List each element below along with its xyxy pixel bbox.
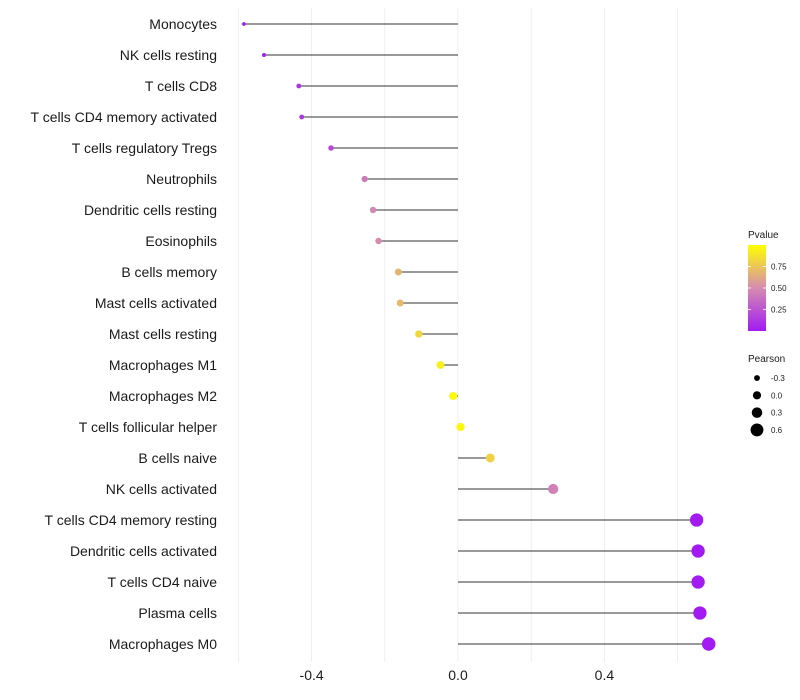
category-label: Macrophages M1 bbox=[109, 357, 217, 373]
category-label: Plasma cells bbox=[138, 605, 217, 621]
category-label: Mast cells activated bbox=[95, 295, 217, 311]
x-axis-ticks: -0.4 0.0 0.4 bbox=[300, 667, 615, 683]
pearson-key-label: 0.3 bbox=[771, 409, 783, 418]
x-tick-label: -0.4 bbox=[300, 667, 324, 683]
category-label: NK cells activated bbox=[106, 481, 217, 497]
category-label: Dendritic cells activated bbox=[70, 543, 217, 559]
lollipop-point bbox=[456, 422, 465, 432]
category-label: B cells naive bbox=[138, 450, 217, 466]
lollipop-point bbox=[261, 52, 267, 58]
grid-layer bbox=[237, 8, 678, 662]
pearson-key-label: 0.6 bbox=[771, 426, 783, 435]
pvalue-legend-title: Pvalue bbox=[748, 230, 779, 241]
pearson-key-dot bbox=[754, 375, 760, 381]
lollipop-point bbox=[394, 268, 402, 276]
pearson-key-dot bbox=[750, 423, 764, 437]
category-labels: Monocytes NK cells resting T cells CD8 T ce… bbox=[31, 16, 218, 652]
pvalue-tick-label: 0.75 bbox=[771, 263, 787, 272]
pearson-key-dot bbox=[752, 391, 762, 400]
x-tick-label: 0.0 bbox=[448, 667, 468, 683]
category-label: Neutrophils bbox=[146, 171, 217, 187]
pearson-key-dot bbox=[751, 407, 763, 418]
lollipop-point bbox=[396, 299, 404, 307]
lollipop-point bbox=[361, 175, 368, 183]
category-label: Eosinophils bbox=[145, 233, 217, 249]
pearson-key-label: 0.0 bbox=[771, 391, 783, 400]
lollipop-point bbox=[242, 22, 246, 26]
pvalue-tick-label: 0.25 bbox=[771, 306, 787, 315]
lollipop-point bbox=[296, 83, 302, 89]
category-label: NK cells resting bbox=[120, 47, 217, 63]
lollipop-point bbox=[328, 145, 334, 151]
category-label: T cells regulatory Tregs bbox=[72, 140, 217, 156]
pvalue-tick-label: 0.50 bbox=[771, 284, 787, 293]
category-label: Macrophages M2 bbox=[109, 388, 217, 404]
pearson-key-label: -0.3 bbox=[771, 374, 785, 383]
point-layer bbox=[242, 22, 716, 651]
pearson-legend: Pearson -0.3 0.0 0.3 0.6 bbox=[748, 354, 785, 437]
lollipop-point bbox=[691, 575, 705, 589]
lollipop-point bbox=[436, 361, 445, 369]
pvalue-legend-ticks: 0.75 0.50 0.25 bbox=[748, 263, 787, 315]
category-label: T cells CD8 bbox=[145, 78, 217, 94]
lollipop-point bbox=[548, 483, 559, 495]
category-label: B cells memory bbox=[121, 264, 217, 280]
lollipop-point bbox=[449, 391, 458, 401]
lollipop-point bbox=[693, 606, 707, 620]
lollipop-point bbox=[485, 453, 495, 463]
lollipop-point bbox=[375, 237, 382, 245]
x-tick-label: 0.4 bbox=[595, 667, 615, 683]
pvalue-legend: Pvalue 0.75 0.50 0.25 bbox=[748, 230, 787, 331]
lollipop-point bbox=[689, 513, 704, 527]
category-label: T cells follicular helper bbox=[79, 419, 218, 435]
lollipop-point bbox=[415, 330, 423, 338]
category-label: Monocytes bbox=[149, 16, 217, 32]
category-label: T cells CD4 memory resting bbox=[45, 512, 217, 528]
lollipop-point bbox=[701, 637, 716, 651]
category-label: T cells CD4 memory activated bbox=[31, 109, 217, 125]
category-label: T cells CD4 naive bbox=[108, 574, 218, 590]
pearson-legend-keys: -0.3 0.0 0.3 0.6 bbox=[750, 374, 785, 437]
lollipop-point bbox=[691, 544, 705, 558]
category-label: Macrophages M0 bbox=[109, 636, 217, 652]
pearson-legend-title: Pearson bbox=[748, 354, 785, 365]
pvalue-colorbar bbox=[748, 245, 766, 331]
category-label: Mast cells resting bbox=[109, 326, 217, 342]
lollipop-point bbox=[369, 206, 377, 214]
lollipop-point bbox=[299, 114, 305, 120]
stem-layer bbox=[243, 23, 709, 645]
category-label: Dendritic cells resting bbox=[84, 202, 217, 218]
